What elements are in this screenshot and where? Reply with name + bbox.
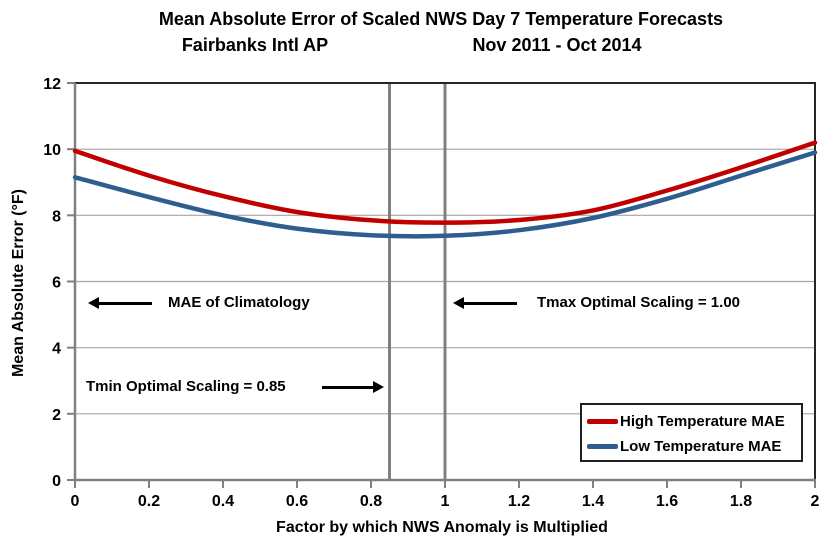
right-arrow-icon [322, 381, 384, 393]
x-axis-title: Factor by which NWS Anomaly is Multiplie… [276, 519, 608, 536]
y-tick-label: 4 [52, 341, 61, 358]
chart-subtitle-station: Fairbanks Intl AP [181, 35, 329, 55]
x-tick-label: 0 [71, 493, 80, 510]
x-tick-label: 1.8 [730, 493, 752, 510]
left-arrow-icon [88, 297, 152, 309]
red-line-sample [587, 419, 618, 424]
blue-line-sample [587, 444, 618, 449]
y-tick-label: 0 [52, 473, 61, 490]
y-tick-label: 2 [52, 407, 61, 424]
x-tick-label: 0.2 [138, 493, 160, 510]
annotation-text: Tmax Optimal Scaling = 1.00 [537, 294, 740, 311]
legend-item-high-temperature: High Temperature MAE [582, 409, 801, 434]
y-tick-label: 6 [52, 275, 61, 292]
y-tick-label: 8 [52, 208, 61, 225]
legend-label: High Temperature MAE [620, 413, 785, 430]
chart-title: Mean Absolute Error of Scaled NWS Day 7 … [158, 9, 724, 29]
left-arrow-icon [453, 297, 517, 309]
x-tick-label: 1.2 [508, 493, 530, 510]
legend-item-low-temperature: Low Temperature MAE [582, 434, 801, 459]
curve-low-temperature [72, 150, 818, 239]
x-tick-label: 1 [441, 493, 450, 510]
x-tick-label: 1.6 [656, 493, 678, 510]
y-tick-label: 10 [43, 142, 61, 159]
x-tick-label: 0.4 [212, 493, 234, 510]
x-tick-label: 0.6 [286, 493, 308, 510]
legend: High Temperature MAE Low Temperature MAE [580, 403, 803, 462]
annotation-text: Tmin Optimal Scaling = 0.85 [86, 378, 286, 395]
annotation-text: MAE of Climatology [168, 294, 310, 311]
curve-high-temperature [72, 140, 818, 225]
legend-label: Low Temperature MAE [620, 438, 782, 455]
chart-subtitle-period: Nov 2011 - Oct 2014 [472, 35, 642, 55]
x-tick-label: 0.8 [360, 493, 382, 510]
y-tick-label: 12 [43, 76, 61, 93]
x-tick-label: 2 [811, 493, 820, 510]
x-tick-label: 1.4 [582, 493, 604, 510]
